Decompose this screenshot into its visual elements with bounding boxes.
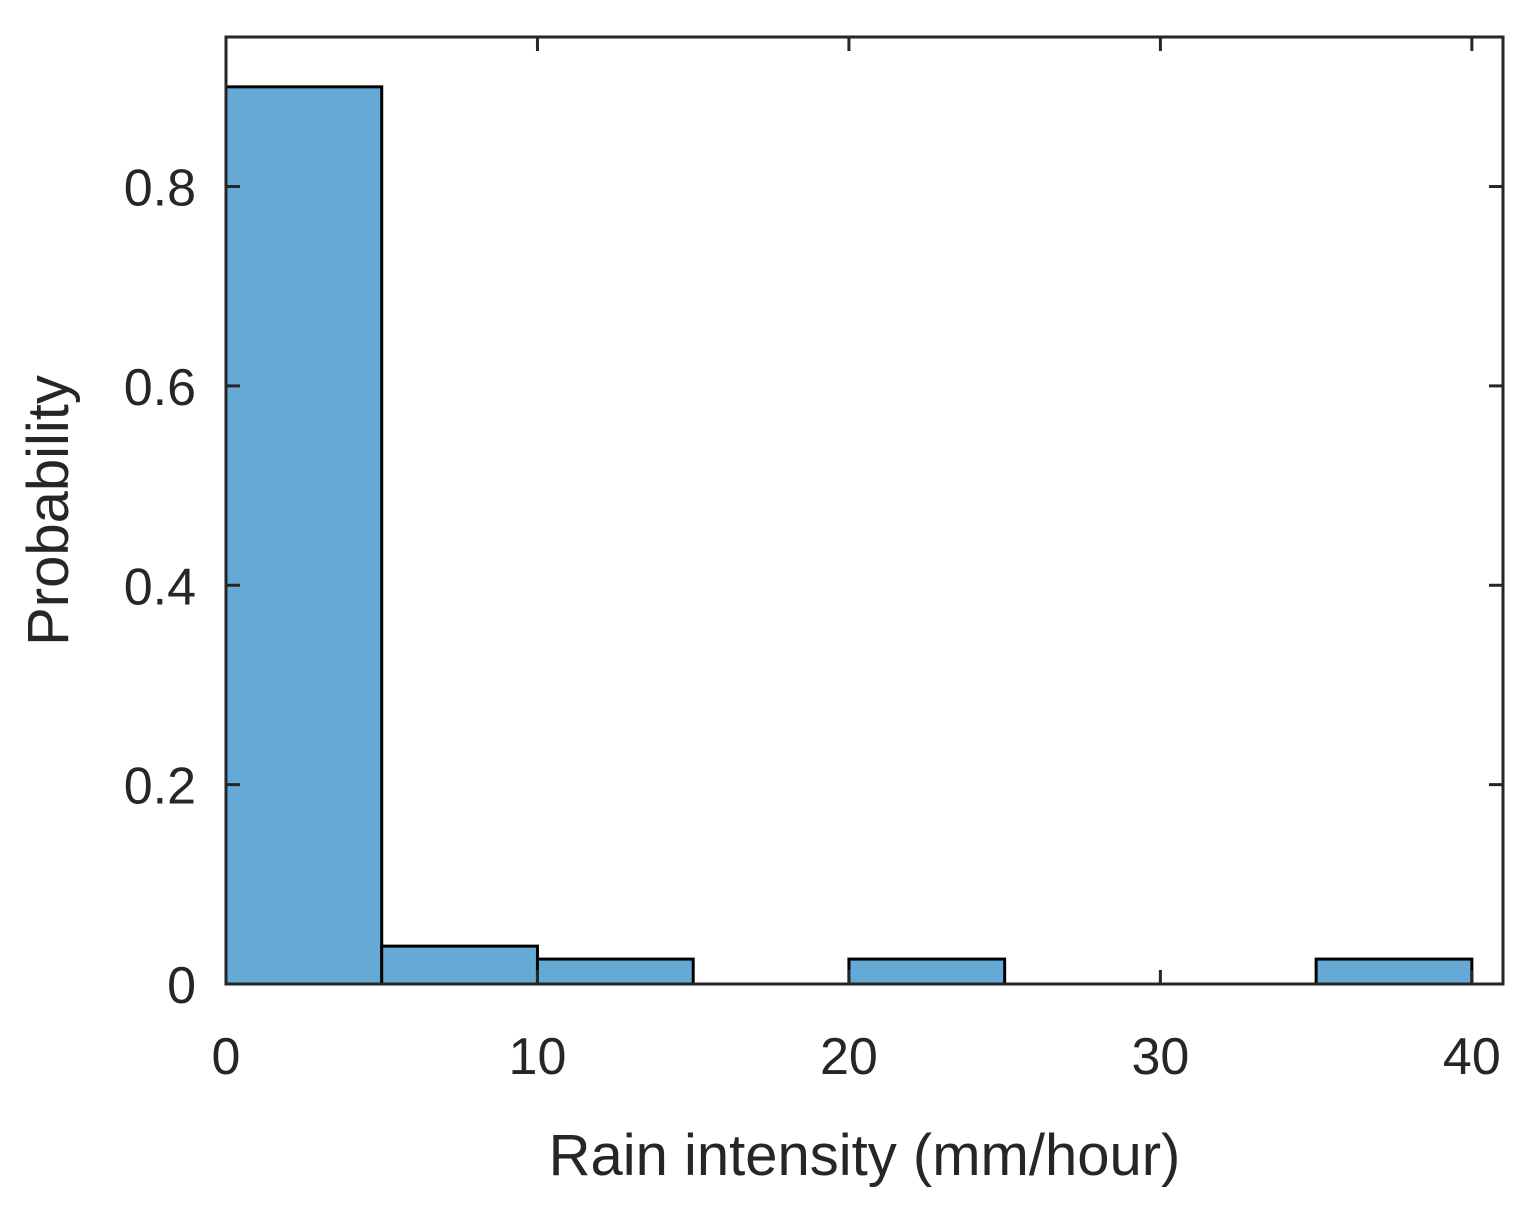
y-tick-label-0: 0 — [167, 957, 196, 1015]
x-tick-label-1: 10 — [509, 1028, 567, 1086]
x-tick-label-3: 30 — [1131, 1028, 1189, 1086]
x-tick-label-2: 20 — [820, 1028, 878, 1086]
x-tick-label-4: 40 — [1443, 1028, 1501, 1086]
y-tick-label-4: 0.8 — [124, 160, 196, 218]
histogram-bar-4 — [1314, 957, 1474, 986]
histogram-bar-2 — [535, 957, 695, 986]
histogram-bar-1 — [380, 944, 539, 986]
bars-group — [224, 85, 1474, 986]
y-tick-labels: 0 0.2 0.4 0.6 0.8 — [124, 160, 196, 1015]
histogram-bar-3 — [847, 957, 1007, 986]
x-axis-label: Rain intensity (mm/hour) — [549, 1123, 1181, 1188]
x-tick-labels: 0 10 20 30 40 — [212, 1028, 1501, 1086]
ticks-group — [224, 37, 1503, 986]
y-tick-label-3: 0.6 — [124, 359, 196, 417]
x-tick-label-0: 0 — [212, 1028, 241, 1086]
axes-box — [224, 35, 1505, 986]
y-tick-label-2: 0.4 — [124, 558, 196, 616]
y-tick-label-1: 0.2 — [124, 758, 196, 816]
y-axis-label: Probability — [16, 375, 81, 646]
histogram-bar-0 — [224, 85, 384, 986]
